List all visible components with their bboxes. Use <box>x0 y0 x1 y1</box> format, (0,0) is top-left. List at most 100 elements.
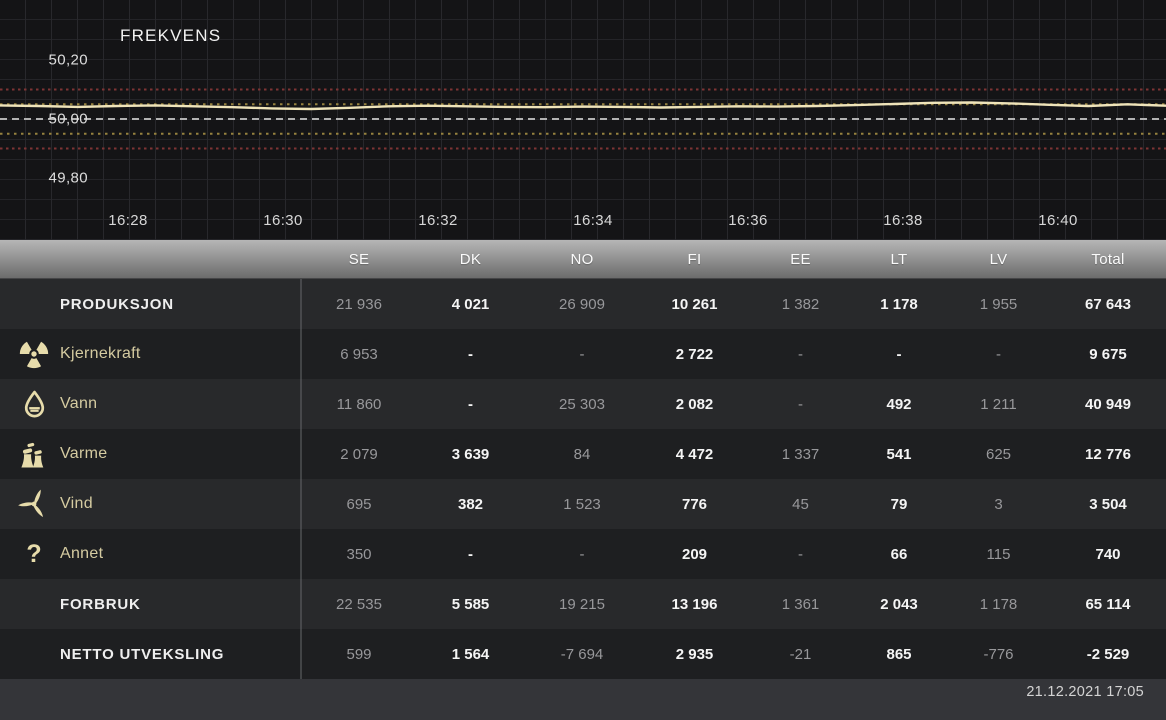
value-cell: 66 <box>890 545 908 563</box>
value-cell: 1 564 <box>451 645 490 663</box>
value-cell: 209 <box>681 545 708 563</box>
value-cell: - <box>579 545 585 563</box>
value-cell: - <box>896 345 902 363</box>
value-cell: 1 523 <box>563 495 601 513</box>
column-header-total: Total <box>1091 250 1125 268</box>
value-cell: -776 <box>983 645 1014 663</box>
value-cell: -7 694 <box>560 645 604 663</box>
x-axis-tick: 16:36 <box>728 212 768 229</box>
value-cell: 695 <box>346 495 372 513</box>
x-axis-tick: 16:32 <box>418 212 458 229</box>
row-label: PRODUKSJON <box>60 295 174 313</box>
row-annet: ? Annet 350 - - 209 - 66 115 740 <box>0 529 1166 579</box>
value-cell: 4 021 <box>451 295 490 313</box>
column-header-ee: EE <box>790 250 811 268</box>
value-cell: -21 <box>789 645 812 663</box>
value-cell: 776 <box>681 495 708 513</box>
row-kjernekraft: Kjernekraft 6 953 - - 2 722 - - - 9 675 <box>0 329 1166 379</box>
value-cell: 12 776 <box>1085 445 1131 463</box>
value-cell: 2 082 <box>675 395 714 413</box>
frequency-trace <box>0 101 1166 111</box>
row-netto-utveksling: NETTO UTVEKSLING 599 1 564 -7 694 2 935 … <box>0 629 1166 679</box>
row-label: Varme <box>60 445 108 462</box>
row-label-cell: ? Annet <box>0 529 302 579</box>
wind-turbine-icon <box>13 479 55 529</box>
value-cell: 625 <box>985 445 1012 463</box>
value-cell: 79 <box>890 495 908 513</box>
value-cell: 4 472 <box>675 445 714 463</box>
value-cell: 115 <box>986 545 1011 563</box>
value-cell: 22 535 <box>336 595 382 613</box>
question-mark-icon: ? <box>13 529 55 579</box>
row-label: FORBRUK <box>60 595 141 613</box>
column-header-no: NO <box>570 250 594 268</box>
column-header-lt: LT <box>890 250 908 268</box>
value-cell: 2 043 <box>880 595 918 613</box>
question-mark-glyph: ? <box>26 539 42 568</box>
value-cell: 6 953 <box>340 345 378 363</box>
row-varme: Varme 2 079 3 639 84 4 472 1 337 541 625… <box>0 429 1166 479</box>
value-cell: - <box>468 395 473 413</box>
value-cell: - <box>579 345 585 363</box>
value-cell: - <box>798 345 803 363</box>
x-axis-tick: 16:40 <box>1038 212 1078 229</box>
value-cell: 350 <box>346 545 372 563</box>
row-label: Annet <box>60 545 104 562</box>
water-drop-icon <box>13 379 55 429</box>
row-label-cell: FORBRUK <box>0 579 302 629</box>
value-cell: 9 675 <box>1089 345 1127 363</box>
factory-icon <box>13 429 55 479</box>
value-cell: -2 529 <box>1086 645 1130 663</box>
value-cell: - <box>468 545 473 563</box>
value-cell: 25 303 <box>559 395 605 413</box>
value-cell: 1 361 <box>781 595 820 613</box>
table-header: SE DK NO FI EE LT LV Total <box>0 240 1166 279</box>
value-cell: 65 114 <box>1085 595 1131 613</box>
frequency-chart-canvas <box>0 88 1166 150</box>
row-label: Vann <box>60 395 98 412</box>
row-label-cell: Kjernekraft <box>0 329 302 379</box>
value-cell: - <box>798 545 803 563</box>
value-cell: 1 955 <box>979 295 1018 313</box>
row-vann: Vann 11 860 - 25 303 2 082 - 492 1 211 4… <box>0 379 1166 429</box>
value-cell: 2 935 <box>675 645 714 663</box>
value-cell: 3 <box>994 495 1003 513</box>
row-label-cell: Varme <box>0 429 302 479</box>
row-label: Kjernekraft <box>60 345 141 362</box>
value-cell: 19 215 <box>559 595 605 613</box>
value-cell: 11 860 <box>336 395 382 413</box>
value-cell: 1 337 <box>781 445 820 463</box>
x-axis-tick: 16:34 <box>573 212 613 229</box>
row-label-cell: NETTO UTVEKSLING <box>0 629 302 679</box>
value-cell: 1 382 <box>781 295 820 313</box>
last-updated-timestamp: 21.12.2021 17:05 <box>1026 684 1144 700</box>
row-label-cell: Vind <box>0 479 302 529</box>
value-cell: 5 585 <box>451 595 490 613</box>
x-axis-tick: 16:38 <box>883 212 923 229</box>
value-cell: 3 504 <box>1089 495 1127 513</box>
x-axis-tick: 16:30 <box>263 212 303 229</box>
value-cell: 13 196 <box>671 595 718 613</box>
value-cell: 2 079 <box>340 445 378 463</box>
value-cell: 1 178 <box>979 595 1018 613</box>
value-cell: 10 261 <box>671 295 718 313</box>
column-header-lv: LV <box>989 250 1008 268</box>
value-cell: 1 211 <box>980 395 1017 413</box>
row-forbruk: FORBRUK 22 535 5 585 19 215 13 196 1 361… <box>0 579 1166 629</box>
value-cell: 45 <box>792 495 809 513</box>
value-cell: 1 178 <box>880 295 918 313</box>
value-cell: 21 936 <box>336 295 382 313</box>
value-cell: - <box>798 395 803 413</box>
frequency-chart: FREKVENS 50,20 50,00 49,80 16:28 16:30 1… <box>0 0 1166 240</box>
row-produksjon: PRODUKSJON 21 936 4 021 26 909 10 261 1 … <box>0 279 1166 329</box>
value-cell: 26 909 <box>559 295 605 313</box>
value-cell: 492 <box>886 395 912 413</box>
table-body: PRODUKSJON 21 936 4 021 26 909 10 261 1 … <box>0 279 1166 679</box>
value-cell: 865 <box>886 645 912 663</box>
x-axis-tick: 16:28 <box>108 212 148 229</box>
row-label-cell: Vann <box>0 379 302 429</box>
row-label: Vind <box>60 495 93 512</box>
footer-bar: 21.12.2021 17:05 <box>0 679 1166 720</box>
value-cell: 84 <box>573 445 591 463</box>
